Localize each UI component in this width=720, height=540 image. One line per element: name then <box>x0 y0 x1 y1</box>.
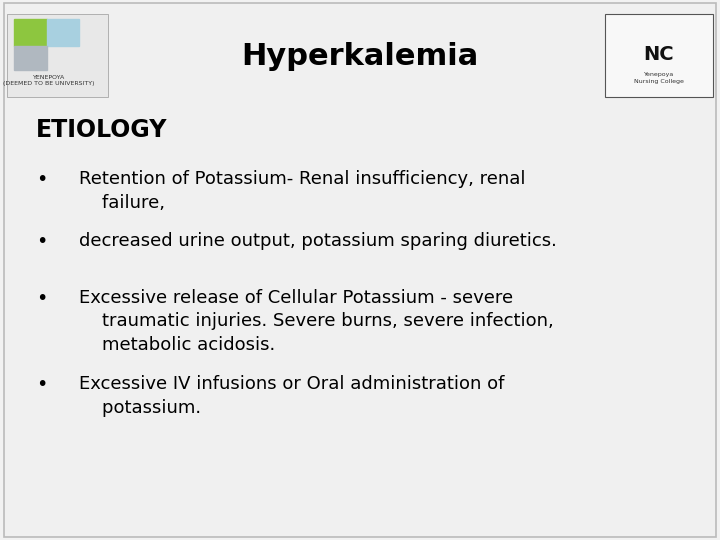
Polygon shape <box>14 46 47 70</box>
Polygon shape <box>47 19 79 46</box>
Text: NC: NC <box>644 44 674 64</box>
Text: Excessive release of Cellular Potassium - severe
    traumatic injuries. Severe : Excessive release of Cellular Potassium … <box>79 289 554 354</box>
Text: •: • <box>36 289 48 308</box>
Text: •: • <box>36 375 48 394</box>
Text: Excessive IV infusions or Oral administration of
    potassium.: Excessive IV infusions or Oral administr… <box>79 375 505 417</box>
Text: YENEPOYA
(DEEMED TO BE UNIVERSITY): YENEPOYA (DEEMED TO BE UNIVERSITY) <box>3 75 95 86</box>
Text: decreased urine output, potassium sparing diuretics.: decreased urine output, potassium sparin… <box>79 232 557 250</box>
FancyBboxPatch shape <box>605 14 713 97</box>
Text: ETIOLOGY: ETIOLOGY <box>36 118 168 141</box>
FancyBboxPatch shape <box>4 3 716 537</box>
Text: Hyperkalemia: Hyperkalemia <box>241 42 479 71</box>
Text: •: • <box>36 232 48 251</box>
Text: Yenepoya
Nursing College: Yenepoya Nursing College <box>634 72 684 84</box>
Polygon shape <box>14 19 47 46</box>
Text: •: • <box>36 170 48 189</box>
FancyBboxPatch shape <box>7 14 108 97</box>
Text: Retention of Potassium- Renal insufficiency, renal
    failure,: Retention of Potassium- Renal insufficie… <box>79 170 526 212</box>
